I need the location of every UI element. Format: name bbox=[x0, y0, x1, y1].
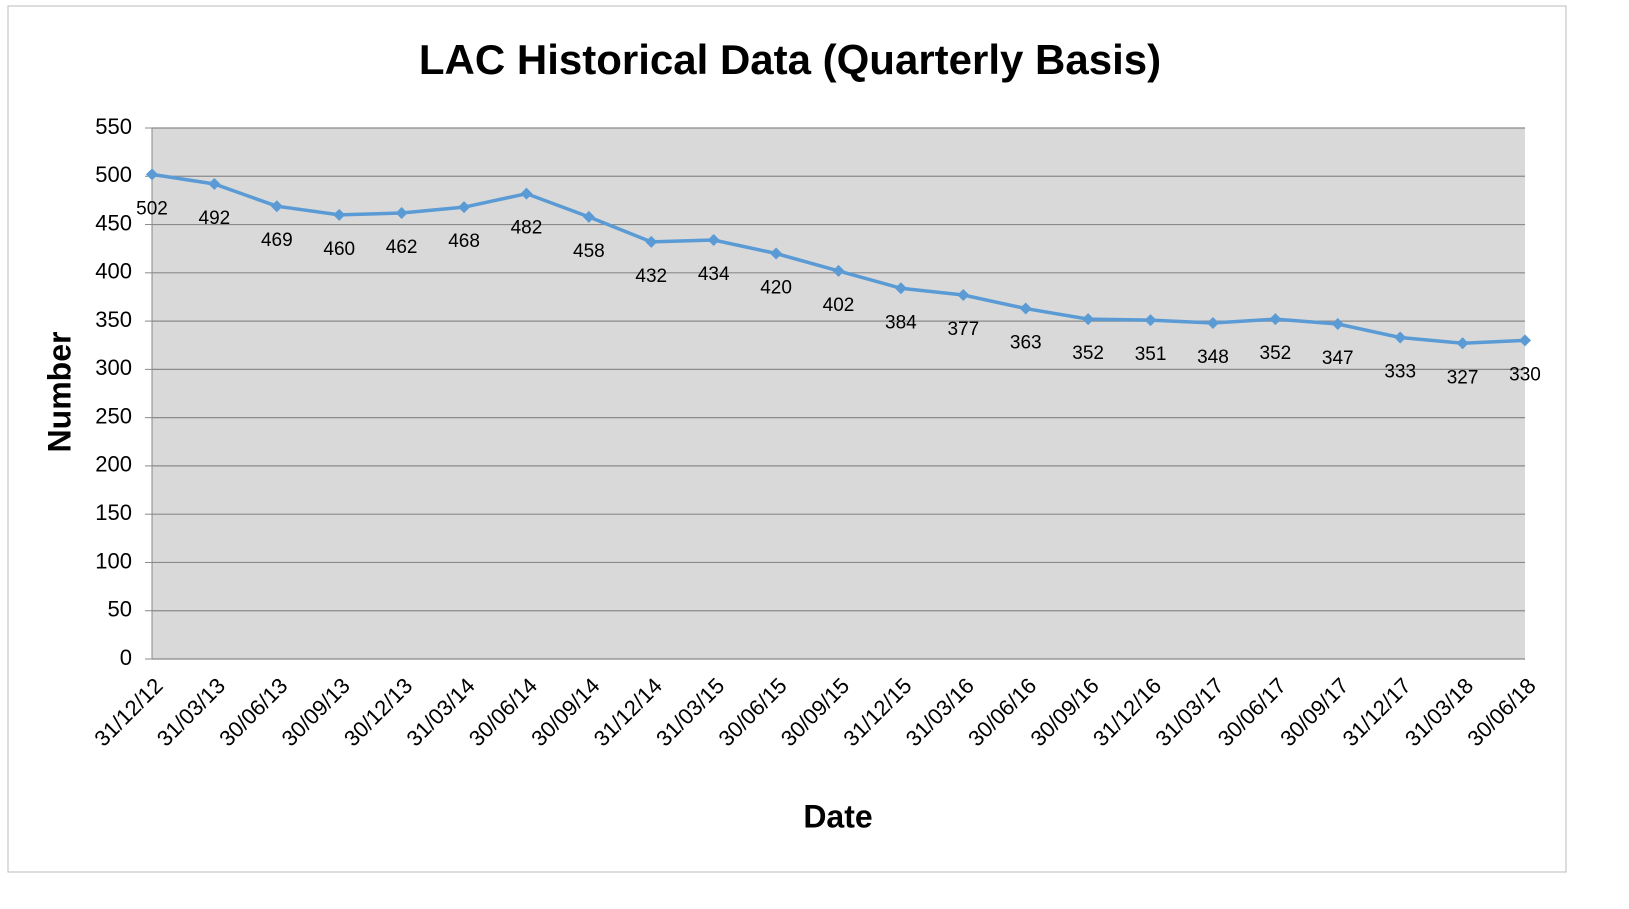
data-label: 402 bbox=[823, 295, 855, 316]
data-label: 347 bbox=[1322, 348, 1354, 369]
point-marker bbox=[1456, 337, 1469, 350]
point-marker bbox=[1144, 314, 1157, 327]
y-tick-label: 50 bbox=[108, 597, 132, 622]
point-marker bbox=[894, 282, 907, 295]
data-label: 492 bbox=[199, 208, 231, 229]
y-tick-label: 0 bbox=[120, 645, 132, 670]
data-label: 460 bbox=[323, 239, 355, 260]
point-marker bbox=[770, 247, 783, 260]
point-marker bbox=[582, 210, 595, 223]
point-marker bbox=[707, 233, 720, 246]
data-label: 351 bbox=[1135, 344, 1167, 365]
point-marker bbox=[1331, 317, 1344, 330]
data-label: 384 bbox=[885, 312, 917, 333]
y-tick-label: 100 bbox=[95, 548, 132, 573]
y-tick-label: 150 bbox=[95, 500, 132, 525]
y-tick-label: 450 bbox=[95, 210, 132, 235]
data-label: 468 bbox=[448, 231, 480, 252]
data-label: 348 bbox=[1197, 347, 1229, 368]
point-marker bbox=[1394, 331, 1407, 344]
point-marker bbox=[208, 177, 221, 190]
data-label: 469 bbox=[261, 230, 293, 251]
point-marker bbox=[520, 187, 533, 200]
data-label: 363 bbox=[1010, 333, 1042, 354]
point-marker bbox=[1019, 302, 1032, 315]
point-marker bbox=[645, 235, 658, 248]
data-label: 458 bbox=[573, 241, 605, 262]
y-tick-label: 250 bbox=[95, 403, 132, 428]
data-label: 327 bbox=[1447, 367, 1479, 388]
data-label: 352 bbox=[1072, 343, 1104, 364]
point-marker bbox=[1206, 317, 1219, 330]
point-marker bbox=[1519, 334, 1531, 347]
y-tick-label: 300 bbox=[95, 355, 132, 380]
point-marker bbox=[333, 208, 346, 221]
plot-area bbox=[152, 128, 1525, 659]
data-label: 434 bbox=[698, 264, 730, 285]
data-label: 352 bbox=[1260, 343, 1292, 364]
point-marker bbox=[146, 168, 158, 181]
point-marker bbox=[957, 289, 970, 302]
data-label: 377 bbox=[947, 319, 979, 340]
point-marker bbox=[270, 200, 283, 213]
x-axis-label: Date bbox=[803, 798, 872, 834]
point-marker bbox=[458, 201, 471, 214]
y-tick-label: 200 bbox=[95, 452, 132, 477]
data-label: 333 bbox=[1384, 362, 1416, 383]
data-label: 420 bbox=[760, 278, 792, 299]
point-marker bbox=[1082, 313, 1095, 326]
data-label: 432 bbox=[635, 266, 667, 287]
y-tick-label: 500 bbox=[95, 162, 132, 187]
data-label: 482 bbox=[511, 218, 543, 239]
y-axis-label: Number bbox=[41, 332, 77, 453]
data-label: 462 bbox=[386, 237, 418, 258]
y-tick-label: 350 bbox=[95, 307, 132, 332]
y-tick-label: 400 bbox=[95, 259, 132, 284]
y-tick-label: 550 bbox=[95, 114, 132, 139]
point-marker bbox=[395, 206, 408, 219]
chart-title: LAC Historical Data (Quarterly Basis) bbox=[419, 36, 1161, 83]
data-label: 502 bbox=[136, 198, 168, 219]
point-marker bbox=[1269, 313, 1282, 326]
data-label: 330 bbox=[1509, 364, 1541, 385]
point-marker bbox=[832, 264, 845, 277]
